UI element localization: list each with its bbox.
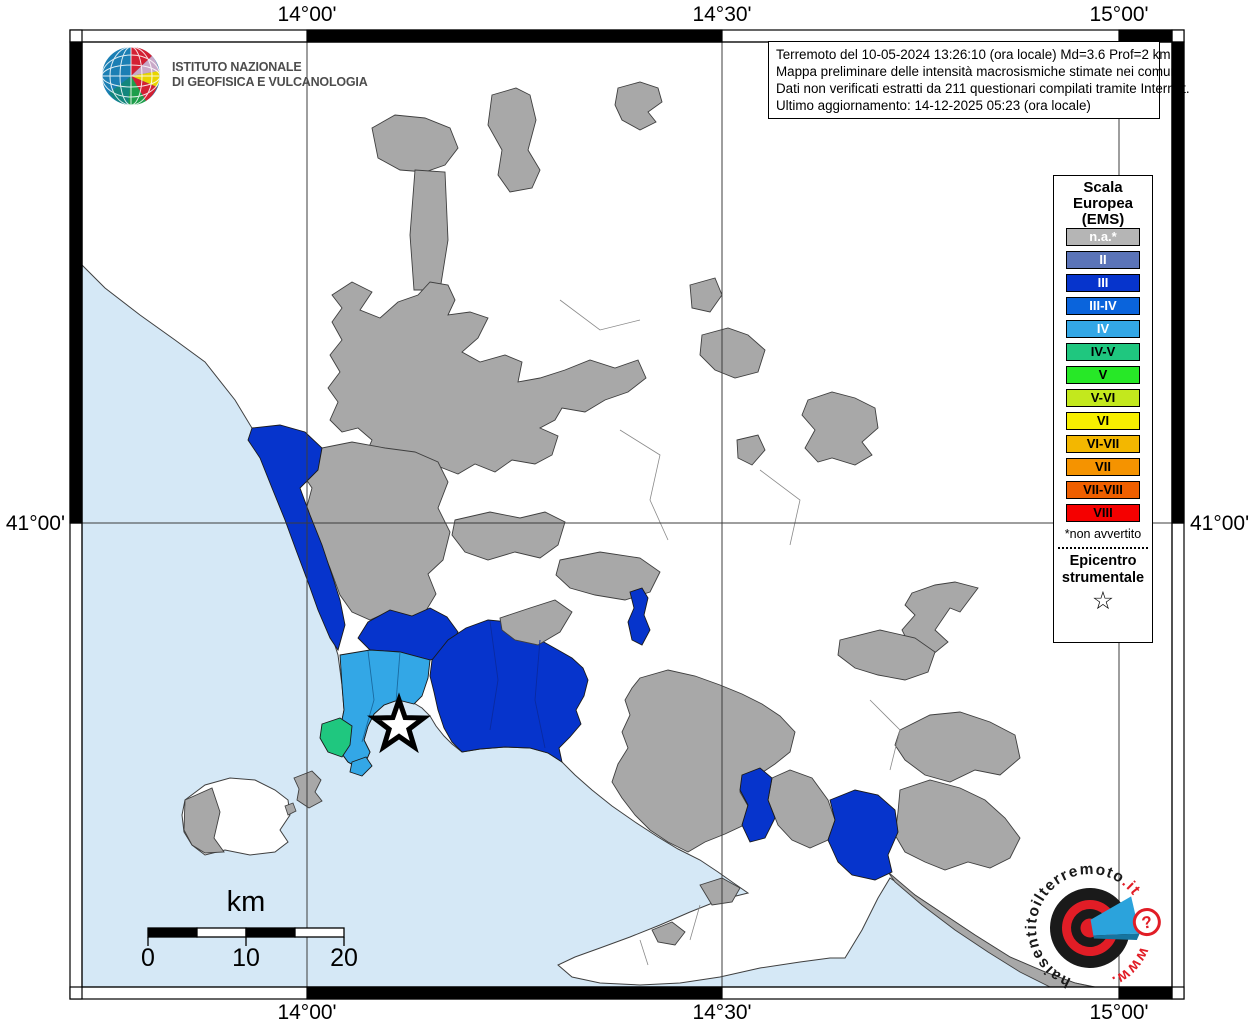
legend-swatch-vii-viii: VII-VIII [1066,481,1140,499]
island-procida [293,770,323,809]
legend-label: III-IV [1089,298,1117,313]
legend-swatch-iii: III [1066,274,1140,292]
region-na [894,711,1021,783]
legend-label: VII-VIII [1083,482,1123,497]
region-iii-strip-east [627,587,651,646]
legend-swatch-iv: IV [1066,320,1140,338]
scale-bar [147,927,345,946]
legend-label: V-VI [1090,390,1116,405]
island-ischia-west [183,787,225,854]
legend-label: VI [1096,413,1110,428]
legend-label: VIII [1093,505,1113,520]
legend-label: II [1099,252,1107,267]
legend-epicenter-line2: strumentale [1061,570,1145,586]
axis-right-41-00: 41°00' [1190,512,1250,535]
municipalities-na [299,81,1096,987]
legend-box: Scala Europea (EMS) n.a.* II III III-IV … [1053,175,1153,643]
legend-title-line2: Europea [1072,195,1133,212]
info-line-update: Ultimo aggiornamento: 14-12-2025 05:23 (… [776,98,1091,113]
map-frame [69,29,1185,1000]
earthquake-info-box: Terremoto del 10-05-2024 13:26:10 (ora l… [768,41,1190,119]
axis-top-15-00: 15°00' [1089,3,1149,26]
region-na [901,581,979,656]
scale-tick-10: 10 [232,944,260,972]
region-iii-southeast-b [827,789,899,881]
legend-swatch-ii: II [1066,251,1140,269]
region-na [611,669,796,853]
legend-star-icon: ☆ [1091,586,1115,615]
info-line-event: Terremoto del 10-05-2024 13:26:10 (ora l… [776,47,1171,62]
region-na [371,114,459,173]
ingv-line1: ISTITUTO NAZIONALE [172,60,302,74]
axis-bottom-14-30: 14°30' [692,1001,752,1024]
region-iv-miseno [349,756,373,777]
legend-swatch-iii-iv: III-IV [1066,297,1140,315]
legend-title-line1: Scala [1083,179,1123,196]
logo-question-circle [1132,908,1161,937]
ingv-wordmark: ISTITUTO NAZIONALE DI GEOFISICA E VULCAN… [172,60,368,90]
legend-label: IV [1096,321,1110,336]
region-na [614,81,663,131]
info-line-map: Mappa preliminare delle intensità macros… [776,64,1181,79]
legend-swatch-na: n.a.* [1066,228,1140,246]
pozzuoli-internal-borders [361,650,401,743]
legend-label: VII [1095,459,1111,474]
region-na [837,629,936,681]
ingv-line2: DI GEOFISICA E VULCANOLOGIA [172,75,368,89]
legend-swatch-vii: VII [1066,458,1140,476]
region-na [451,511,566,561]
region-iv-v-monte-di-procida [319,717,353,758]
region-na [699,327,766,379]
region-iii-southeast-a [739,767,776,843]
region-na [409,169,449,291]
legend-epicenter-line1: Epicentro [1069,553,1137,569]
legend-label: VI-VII [1086,436,1120,451]
axis-bottom-15-00: 15°00' [1089,1001,1149,1024]
axis-bottom-14-00: 14°00' [277,1001,337,1024]
legend-label: V [1098,367,1108,382]
legend-swatch-iv-v: IV-V [1066,343,1140,361]
legend-swatch-v-vi: V-VI [1066,389,1140,407]
region-iii-coastal-strip [247,424,346,652]
scale-tick-20: 20 [330,944,358,972]
region-na [689,277,723,313]
map-area [82,42,1172,987]
logo-megaphone-shade [1093,933,1140,941]
info-line-data: Dati non verificati estratti da 211 ques… [776,81,1190,96]
legend-label: IV-V [1090,344,1116,359]
axis-left-41-00: 41°00' [5,512,65,535]
regions-intensity-iii [247,424,899,881]
island-procida-islet [284,802,297,816]
scale-tick-0: 0 [141,944,155,972]
legend-divider [1058,547,1148,549]
legend-swatch-viii: VIII [1066,504,1140,522]
legend-footnote: *non avvertito [1064,527,1142,541]
region-na [327,281,647,481]
legend-swatch-vi: VI [1066,412,1140,430]
municipality-borders [559,299,901,966]
legend-label: III [1097,275,1109,290]
legend-title-line3: (EMS) [1081,211,1125,228]
scale-unit-label: km [226,886,266,918]
axis-top-14-00: 14°00' [277,3,337,26]
region-na [699,877,741,906]
epicenter-star [367,692,431,754]
region-na [736,434,766,466]
axis-top-14-30: 14°30' [692,3,752,26]
naples-internal-borders [489,620,546,749]
region-na [487,87,541,193]
region-na [894,779,1021,871]
legend-swatch-vi-vii: VI-VII [1066,435,1140,453]
legend-label: n.a.* [1089,229,1117,244]
region-na-wedge [499,599,573,646]
logo-question-mark: ? [1140,912,1154,933]
logo-megaphone-icon [1090,896,1140,936]
region-na [651,921,686,946]
region-na [887,871,1096,987]
ingv-globe-icon [101,46,161,106]
region-na [801,391,879,466]
legend-swatch-v: V [1066,366,1140,384]
